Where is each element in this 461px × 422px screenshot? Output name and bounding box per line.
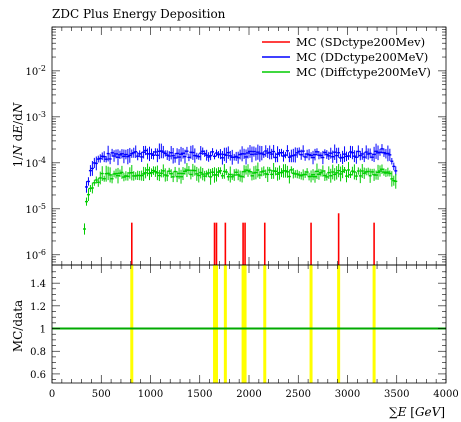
x-tick-label-6: 3000: [335, 389, 360, 400]
ratio-y-axis-title: MC/data: [11, 300, 25, 352]
x-tick-label-4: 2000: [236, 389, 261, 400]
chart-title: ZDC Plus Energy Deposition: [52, 7, 226, 21]
x-tick-label-1: 500: [92, 389, 111, 400]
x-tick-label-8: 4000: [433, 389, 458, 400]
y-tick-label-2: 10-4: [25, 156, 46, 170]
x-tick-label-0: 0: [49, 389, 55, 400]
y-tick-label-4: 10-2: [25, 64, 46, 78]
ratio-y-tick-label-3: 1.2: [30, 302, 46, 313]
series-0: [130, 213, 375, 265]
x-axis-title: ∑E [GeV]: [389, 405, 445, 419]
series-2: [83, 162, 398, 235]
y-tick-label-1: 10-5: [25, 202, 46, 216]
ratio-frame: [51, 264, 447, 384]
ratio-highlight-bar-1: [213, 265, 217, 383]
x-tick-label-5: 2500: [286, 389, 311, 400]
legend-label-0: MC (SDctype200Mev): [296, 35, 425, 49]
x-tick-label-3: 1500: [187, 389, 212, 400]
ratio-y-tick-label-1: 0.8: [30, 347, 46, 358]
legend-label-1: MC (DDctype200MeV): [296, 50, 428, 64]
ratio-highlight-bar-6: [263, 265, 267, 383]
ratio-highlight-bar-4: [241, 265, 245, 383]
ratio-highlight-bar-0: [130, 265, 134, 383]
ratio-y-tick-label-2: 1: [40, 325, 46, 336]
ratio-y-tick-label-4: 1.4: [30, 279, 46, 290]
legend-label-2: MC (Diffctype200MeV): [296, 65, 431, 79]
y-tick-label-0: 10-6: [25, 248, 46, 262]
main-y-axis-title: 1/N dE/dN: [11, 102, 25, 167]
x-tick-label-7: 3500: [384, 389, 409, 400]
y-tick-label-3: 10-3: [25, 110, 46, 124]
ratio-highlight-bar-2: [214, 265, 218, 383]
ratio-highlight-bar-3: [223, 265, 227, 383]
x-tick-label-2: 1000: [138, 389, 163, 400]
ratio-highlight-bar-5: [243, 265, 247, 383]
legend: MC (SDctype200Mev)MC (DDctype200MeV)MC (…: [262, 35, 431, 79]
ratio-highlight-bar-9: [372, 265, 376, 383]
ratio-panel: 0 500 1000 1500 2000 2500 3000 3500 4000 0.6 0.8 1 1…: [30, 27, 459, 400]
ratio-highlight-bar-8: [337, 265, 341, 383]
ratio-y-tick-label-0: 0.6: [30, 370, 46, 381]
series-1: [84, 143, 398, 193]
ratio-highlight-bar-7: [309, 265, 313, 383]
